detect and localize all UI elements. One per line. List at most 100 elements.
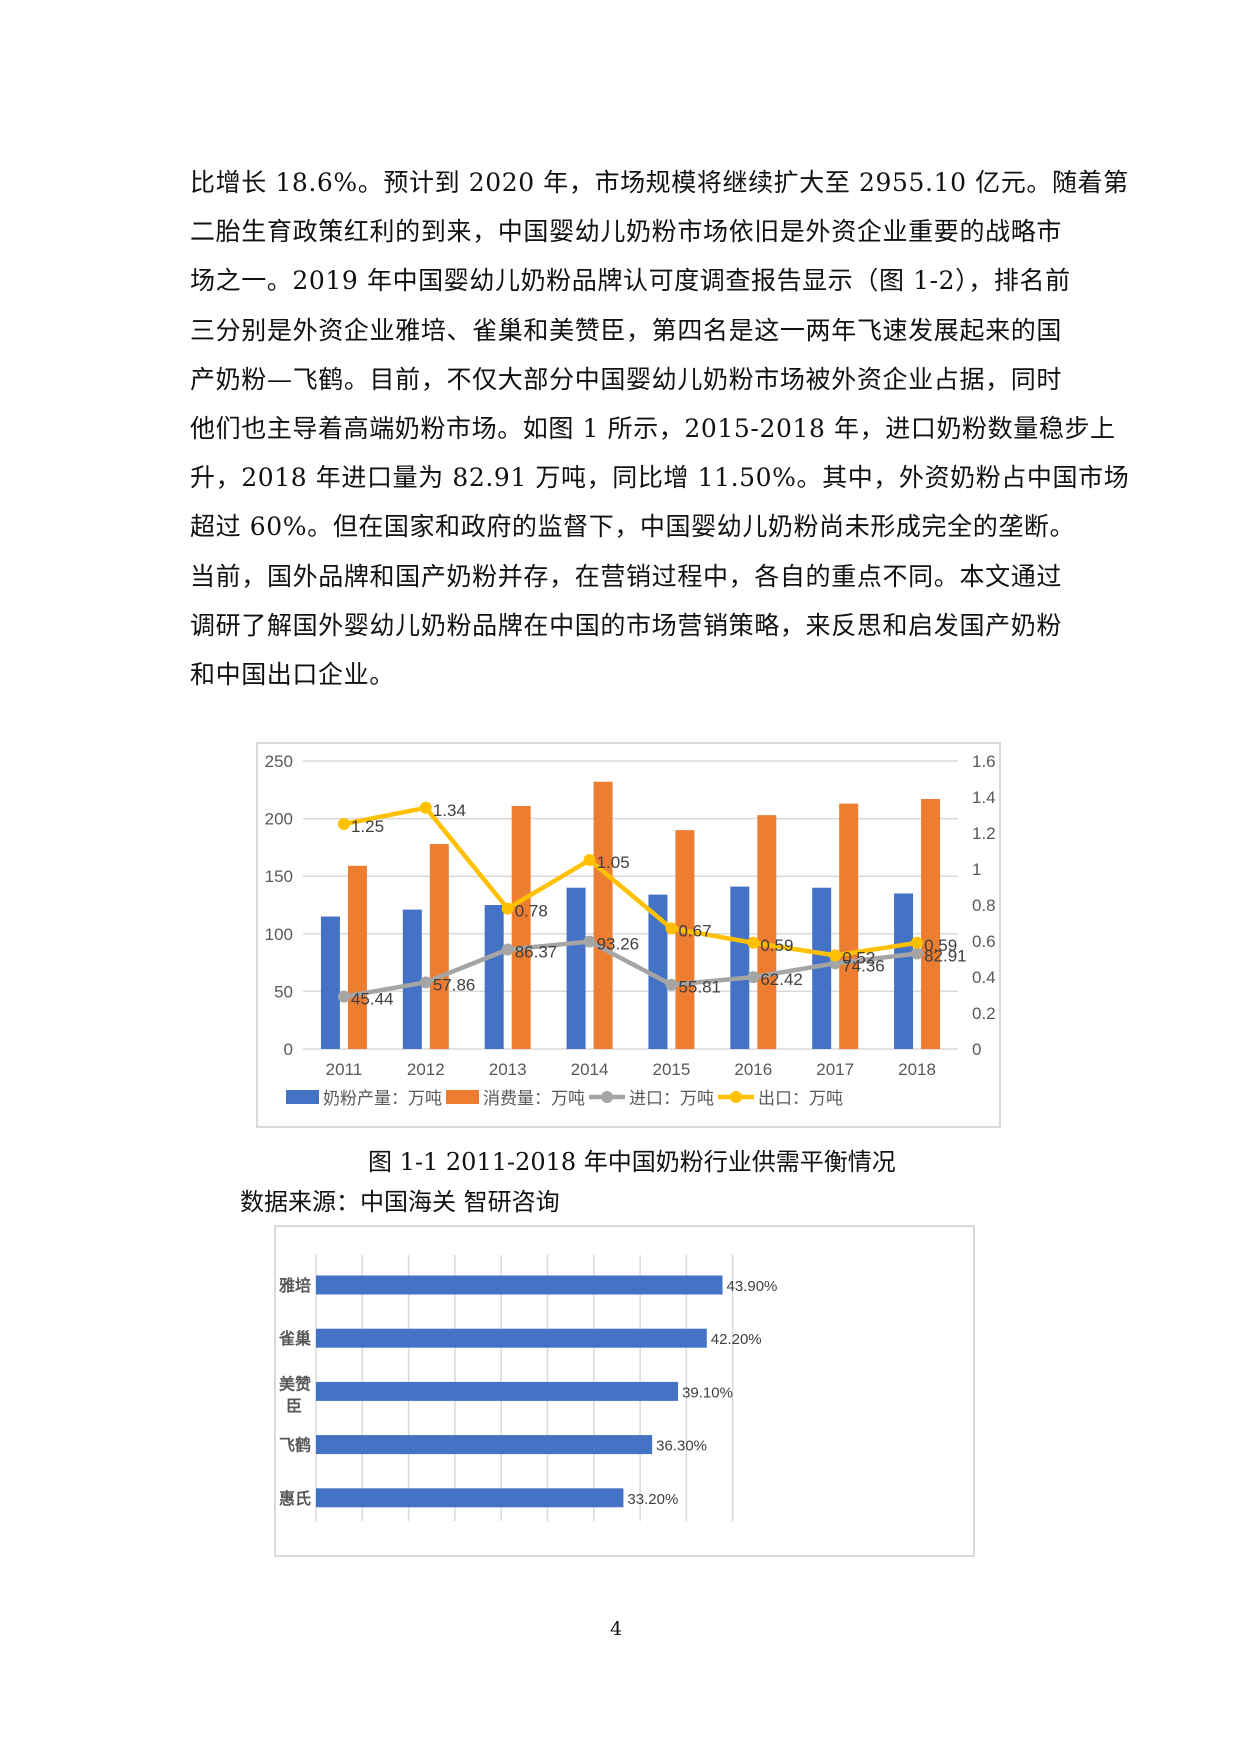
brand-bar [316,1435,653,1455]
brand-recognition-bar-chart: 43.90% 雅培 42.20% 雀巢 39.10% 美赞臣 36.30% 飞鹤 33.20% 惠… [274,1225,975,1557]
data-label: 1.34 [433,801,466,820]
data-label: 0.52 [842,948,875,967]
right-axis-tick: 1.2 [972,824,996,843]
data-label: 0.59 [760,936,793,955]
consumption-bar [347,865,367,1049]
right-axis-tick: 0.8 [972,896,996,915]
series-marker [747,971,760,984]
right-axis-tick: 0 [972,1040,981,1059]
paragraph-line: 升，2018 年进口量为 82.91 万吨，同比增 11.50%。其中，外资奶粉… [190,463,1130,493]
paragraph-line: 比增长 18.6%。预计到 2020 年，市场规模将继续扩大至 2955.10 … [190,168,1129,197]
legend-swatch [286,1090,319,1104]
data-label: 74.36 [842,956,885,975]
paragraph-line: 产奶粉—飞鹤。目前，不仅大部分中国婴幼儿奶粉市场被外资企业占据，同时 [190,364,1062,394]
bar-value-label: 43.90% [727,1278,778,1295]
series-marker [747,936,760,949]
paragraph-line: 二胎生育政策红利的到来，中国婴幼儿奶粉市场依旧是外资企业重要的战略市 [190,217,1062,247]
series-marker [665,922,678,935]
bar-value-label: 42.20% [711,1331,762,1348]
left-axis-tick: 150 [265,867,293,886]
production-bar [812,887,832,1049]
paragraph-line: 和中国出口企业。 [190,660,395,690]
series-marker [337,990,350,1003]
production-bar [484,905,504,1049]
series-marker [583,854,596,866]
paragraph-line: 当前，国外品牌和国产奶粉并存，在营销过程中，各自的重点不同。本文通过 [190,561,1062,591]
data-label: 93.26 [597,935,640,954]
left-axis-tick: 100 [265,925,293,944]
data-label: 1.25 [351,817,384,836]
category-label: 臣 [286,1397,302,1415]
production-bar [320,916,340,1049]
category-label: 雅培 [278,1276,311,1295]
category-label: 美赞 [279,1374,311,1393]
data-label: 45.44 [351,990,394,1009]
series-line [343,939,918,999]
legend-marker [730,1091,742,1103]
figure-caption: 图 1-1 2011-2018 年中国奶粉行业供需平衡情况 [368,1148,896,1176]
data-label: 0.78 [515,902,548,921]
x-axis-tick: 2015 [653,1060,691,1079]
series-marker [419,976,432,989]
paragraph-line: 场之一。2019 年中国婴幼儿奶粉品牌认可度调查报告显示（图 1-2），排名前 [190,266,1071,296]
right-axis-tick: 0.4 [972,968,996,987]
x-axis-tick: 2018 [898,1060,936,1079]
x-axis-tick: 2013 [489,1060,527,1079]
consumption-bar [511,805,531,1049]
consumption-bar [429,843,449,1049]
legend-swatch [446,1090,479,1104]
x-axis-tick: 2017 [816,1060,854,1079]
brand-bar [316,1275,723,1295]
category-label: 飞鹤 [279,1436,311,1455]
category-label: 惠氏 [279,1489,311,1508]
data-label: 62.42 [760,970,803,989]
combo-chart-canvas: 0 50 100 150 200 250 0 0.2 0.4 0.6 0.8 1 1.2 1.4 1.6 20… [265,752,996,1108]
consumption-bar [675,830,695,1049]
series-marker [829,949,842,962]
right-axis-tick: 1.6 [972,752,996,771]
production-bar [566,887,586,1049]
series-marker [501,943,514,956]
body-paragraph: 比增长 18.6%。预计到 2020 年，市场规模将继续扩大至 2955.10 … [190,158,1130,699]
left-axis-tick: 0 [284,1040,293,1059]
series-marker [665,978,678,991]
legend-label: 出口：万吨 [758,1089,843,1108]
data-label: 86.37 [515,943,558,962]
bar-value-label: 33.20% [627,1491,678,1508]
brand-bar [316,1328,707,1348]
production-bar [730,886,750,1049]
data-source-note: 数据来源：中国海关 智研咨询 [240,1188,560,1216]
left-axis-tick: 250 [265,752,293,771]
series-marker [337,818,350,830]
legend-marker [601,1091,613,1103]
series-marker [501,902,514,915]
bar-value-label: 36.30% [656,1438,707,1455]
consumption-bar [593,781,613,1049]
paragraph-line: 三分别是外资企业雅培、雀巢和美赞臣，第四名是这一两年飞速发展起来的国 [190,315,1062,345]
paragraph-line: 他们也主导着高端奶粉市场。如图 1 所示，2015-2018 年，进口奶粉数量稳… [190,414,1116,444]
production-bar [894,893,914,1049]
supply-demand-combo-chart: 0 50 100 150 200 250 0 0.2 0.4 0.6 0.8 1 1.2 1.4 1.6 20… [256,742,1001,1128]
series-marker [911,947,924,960]
consumption-bar [757,815,777,1049]
bar-value-label: 39.10% [682,1384,733,1401]
data-label: 0.67 [678,921,711,940]
brand-bar [316,1381,679,1401]
legend-label: 进口：万吨 [629,1089,714,1108]
x-axis-tick: 2012 [407,1060,445,1079]
data-label: 55.81 [678,978,721,997]
left-axis-tick: 50 [274,982,293,1001]
page-number: 4 [610,1618,623,1640]
right-axis-tick: 0.6 [972,932,996,951]
x-axis-tick: 2016 [734,1060,772,1079]
data-label: 82.91 [924,946,967,965]
legend-label: 消费量：万吨 [483,1089,585,1108]
consumption-bar [839,803,859,1049]
x-axis-tick: 2011 [326,1060,363,1079]
series-marker [583,935,596,948]
bar-chart-canvas: 43.90% 雅培 42.20% 雀巢 39.10% 美赞臣 36.30% 飞鹤 33.20% 惠… [278,1255,778,1521]
production-bar [648,894,668,1049]
x-axis-tick: 2014 [571,1060,609,1079]
series-line [343,805,918,958]
data-label: 1.05 [597,853,630,872]
